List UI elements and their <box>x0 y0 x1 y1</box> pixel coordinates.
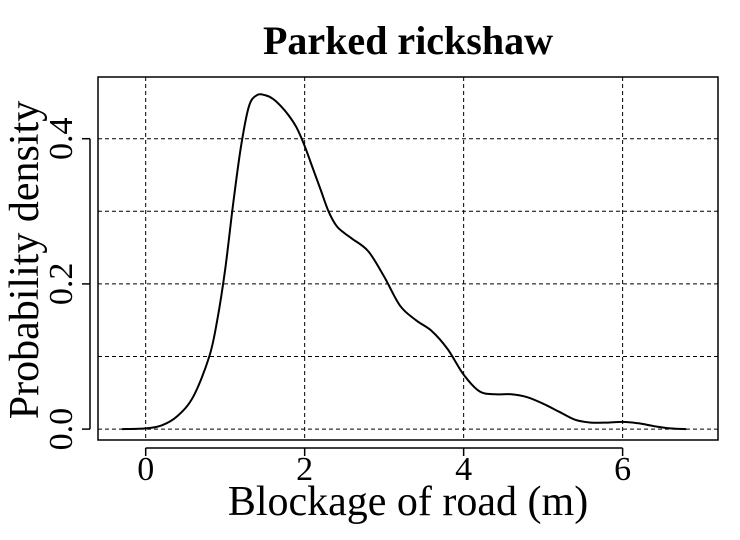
y-axis-label: Probability density <box>2 101 48 420</box>
density-curve <box>121 93 687 431</box>
x-tick-label: 4 <box>455 451 472 488</box>
x-tick-label: 2 <box>296 451 313 488</box>
x-axis-label: Blockage of road (m) <box>228 479 588 525</box>
y-axis: 0.0 0.2 0.4 <box>43 117 91 451</box>
y-tick-label: 0.4 <box>43 117 80 160</box>
plot-frame <box>97 76 719 441</box>
y-tick-label: 0.0 <box>43 408 80 451</box>
x-tick-label: 0 <box>137 451 154 488</box>
x-axis: 0 2 4 6 <box>137 447 631 488</box>
chart-title: Parked rickshaw <box>263 18 553 63</box>
series-group <box>121 93 687 431</box>
y-tick-label: 0.2 <box>43 263 80 306</box>
x-tick-label: 6 <box>614 451 631 488</box>
grid-lines <box>98 77 718 440</box>
